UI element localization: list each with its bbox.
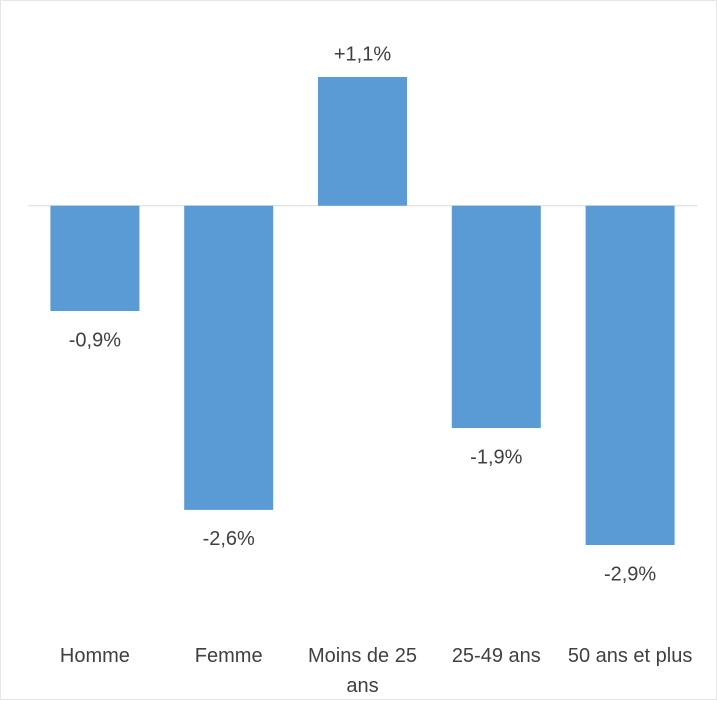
x-tick-label: Moins de 25 ans [308,645,417,697]
data-label: +1,1% [334,43,391,65]
bar [184,205,274,510]
x-tick-label: Homme [59,645,130,667]
bar [50,205,140,311]
x-tick-label: Femme [194,645,263,667]
x-tick-label: 25-49 ans [451,645,541,667]
data-label: -2,6% [203,528,255,550]
data-label: -2,9% [604,563,656,585]
data-label: -0,9% [69,329,121,351]
x-tick-label: 50 ans et plus [567,645,693,667]
data-label: -1,9% [470,446,522,468]
bar [318,77,407,206]
bar [451,205,541,428]
bar [585,205,675,545]
